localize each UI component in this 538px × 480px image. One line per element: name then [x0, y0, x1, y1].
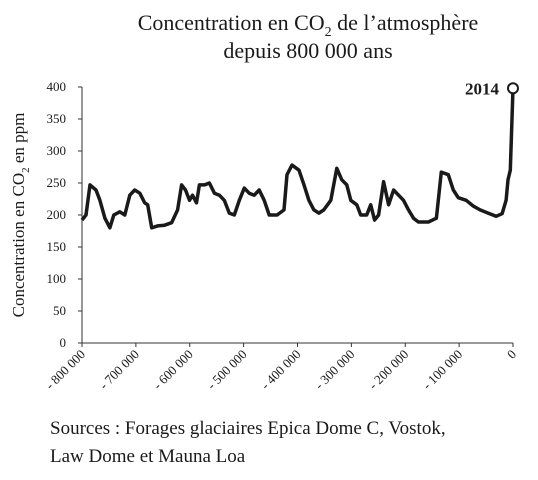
label-part: en ppm	[9, 113, 28, 168]
end-marker	[507, 82, 519, 95]
y-tick-label: 150	[47, 239, 67, 254]
y-tick-label: 50	[53, 303, 66, 318]
x-tick-label: - 400 000	[258, 347, 304, 393]
x-tick-label: - 200 000	[366, 347, 412, 393]
annotation: 2014	[465, 79, 500, 98]
chart-title: depuis 800 000 ans	[223, 38, 392, 63]
y-axis-label: Concentration en CO2 en ppm	[9, 113, 32, 318]
x-tick-label: - 300 000	[312, 347, 358, 393]
y-tick-label: 100	[47, 271, 67, 286]
label-part: Concentration en CO	[9, 173, 28, 317]
x-tick-label: 0	[504, 347, 519, 362]
y-tick-label: 350	[47, 111, 67, 126]
y-tick-label: 400	[47, 79, 67, 94]
y-tick-label: 250	[47, 175, 67, 190]
y-tick-label: 0	[60, 335, 67, 350]
label-subscript: 2	[20, 167, 32, 173]
title-part: de l’atmosphère	[332, 10, 479, 35]
y-tick-label: 200	[47, 207, 67, 222]
title-part: Concentration en CO	[138, 10, 325, 35]
source: Sources : Forages glaciaires Epica Dome …	[50, 418, 446, 439]
title-subscript: 2	[325, 25, 332, 40]
y-tick-label: 300	[47, 143, 67, 158]
x-tick-label: - 600 000	[150, 347, 196, 393]
co2-line	[80, 88, 515, 230]
chart-title: Concentration en CO2 de l’atmosphère	[138, 10, 479, 40]
x-tick-label: - 800 000	[42, 347, 88, 393]
source: Law Dome et Mauna Loa	[50, 446, 246, 467]
x-tick-label: - 100 000	[419, 347, 465, 393]
x-tick-label: - 700 000	[96, 347, 142, 393]
x-tick-label: - 500 000	[204, 347, 250, 393]
